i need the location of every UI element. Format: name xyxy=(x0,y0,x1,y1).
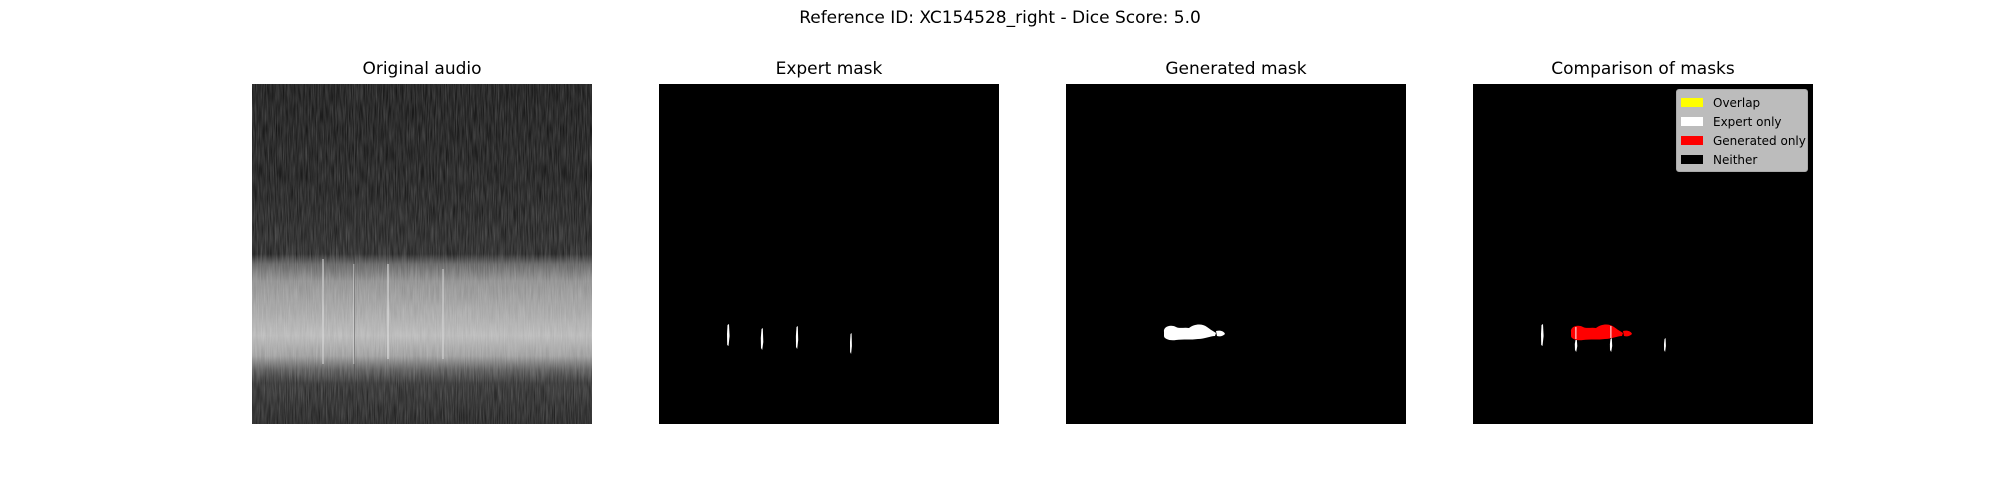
comparison-image: Overlap Expert only Generated only Neith… xyxy=(1473,84,1813,424)
generated-mask-title: Generated mask xyxy=(1165,59,1307,79)
spectrogram-vertical-streaks xyxy=(322,84,444,424)
expert-mask-title: Expert mask xyxy=(775,59,883,79)
legend-label-expert-only: Expert only xyxy=(1713,114,1782,129)
comparison-generated-only-regions xyxy=(1570,324,1632,341)
neither-swatch xyxy=(1681,155,1703,164)
expert-only-swatch xyxy=(1681,117,1703,126)
expert-mask-svg xyxy=(727,324,852,354)
comparison-title: Comparison of masks xyxy=(1551,59,1735,79)
original-audio-spectrogram xyxy=(252,84,592,424)
original-audio-title: Original audio xyxy=(362,59,482,79)
legend-label-neither: Neither xyxy=(1713,152,1758,167)
legend-label-overlap: Overlap xyxy=(1713,95,1761,110)
spectrogram-image xyxy=(252,84,592,424)
comparison-overlap-edges xyxy=(1575,326,1612,339)
comparison-legend: Overlap Expert only Generated only Neith… xyxy=(1676,89,1808,172)
figure-title: Reference ID: XC154528_right - Dice Scor… xyxy=(799,8,1201,28)
generated-only-swatch xyxy=(1681,136,1703,145)
legend-label-generated-only: Generated only xyxy=(1713,133,1806,148)
legend-entry-expert-only: Expert only xyxy=(1681,112,1803,131)
overlap-swatch xyxy=(1681,98,1703,107)
expert-mask-regions xyxy=(727,324,852,354)
legend-entry-neither: Neither xyxy=(1681,150,1803,169)
expert-mask-image xyxy=(659,84,999,424)
generated-mask-image xyxy=(1066,84,1406,424)
legend-entry-overlap: Overlap xyxy=(1681,93,1803,112)
comparison-svg xyxy=(1541,324,1666,352)
legend-entry-generated-only: Generated only xyxy=(1681,131,1806,150)
comparison-expert-only-regions xyxy=(1541,324,1666,352)
generated-mask-regions xyxy=(1163,324,1225,341)
generated-mask-svg xyxy=(1163,324,1225,341)
